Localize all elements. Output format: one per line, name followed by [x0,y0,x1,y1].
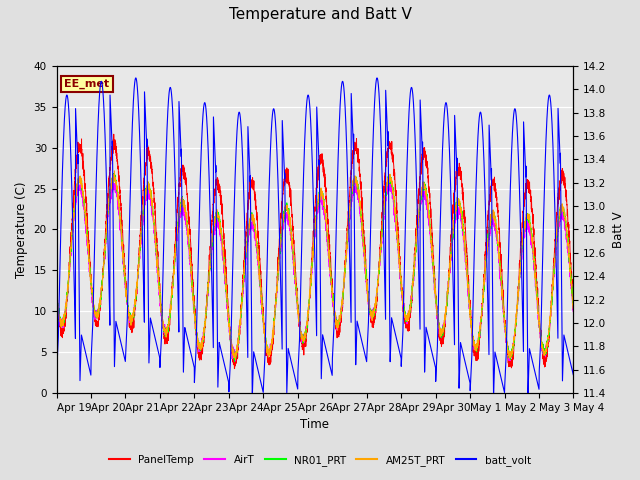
Text: EE_met: EE_met [64,79,109,89]
Y-axis label: Temperature (C): Temperature (C) [15,181,28,278]
Legend: PanelTemp, AirT, NR01_PRT, AM25T_PRT, batt_volt: PanelTemp, AirT, NR01_PRT, AM25T_PRT, ba… [105,451,535,470]
Y-axis label: Batt V: Batt V [612,211,625,248]
X-axis label: Time: Time [301,419,330,432]
Text: Temperature and Batt V: Temperature and Batt V [228,7,412,22]
